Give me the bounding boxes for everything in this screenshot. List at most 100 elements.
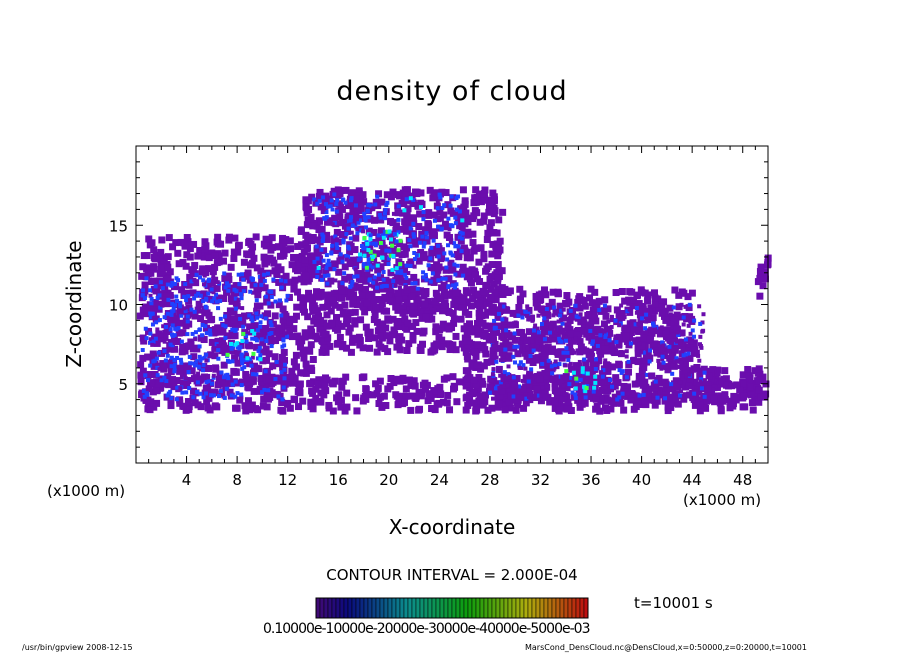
density-cell bbox=[307, 332, 315, 340]
density-cell bbox=[393, 273, 401, 281]
density-cell bbox=[530, 332, 535, 337]
density-cell bbox=[276, 394, 281, 399]
density-cell bbox=[480, 250, 488, 258]
density-cell bbox=[557, 378, 565, 386]
density-cell bbox=[263, 356, 271, 364]
density-cell bbox=[385, 229, 390, 234]
density-cell bbox=[611, 382, 619, 390]
density-cell bbox=[432, 218, 437, 223]
density-cell bbox=[761, 275, 769, 283]
density-cell bbox=[189, 279, 194, 284]
density-cell bbox=[525, 313, 530, 318]
colorbar-segment bbox=[407, 597, 413, 619]
density-cell bbox=[341, 275, 349, 283]
density-cell bbox=[356, 220, 361, 225]
density-cell bbox=[176, 367, 184, 375]
density-cell bbox=[254, 311, 259, 316]
density-cell bbox=[576, 338, 584, 346]
density-cell bbox=[244, 251, 252, 259]
density-cell bbox=[353, 205, 361, 213]
density-cell bbox=[347, 242, 355, 250]
density-cell bbox=[536, 330, 541, 335]
colorbar-segment bbox=[399, 597, 405, 619]
density-cell bbox=[488, 358, 496, 366]
density-cell bbox=[381, 293, 389, 301]
density-cell bbox=[325, 262, 330, 267]
density-cell bbox=[605, 325, 613, 333]
density-cell bbox=[556, 334, 561, 339]
density-cell bbox=[367, 273, 375, 281]
density-cell bbox=[591, 344, 599, 352]
density-cell bbox=[294, 288, 302, 296]
density-cell bbox=[325, 281, 330, 286]
density-cell bbox=[327, 307, 335, 315]
density-cell bbox=[366, 215, 371, 220]
density-cell bbox=[357, 316, 365, 324]
density-cell bbox=[188, 361, 193, 366]
density-cell bbox=[321, 258, 326, 263]
density-cell bbox=[306, 294, 314, 302]
density-cell bbox=[332, 192, 337, 197]
density-cell bbox=[512, 406, 520, 414]
density-cell bbox=[360, 198, 368, 206]
density-cell bbox=[338, 322, 346, 330]
density-cell bbox=[541, 372, 549, 380]
density-cell bbox=[759, 373, 767, 381]
density-cell bbox=[282, 331, 287, 336]
density-cell bbox=[192, 309, 197, 314]
density-cell bbox=[189, 387, 197, 395]
density-cell bbox=[654, 295, 662, 303]
density-cell bbox=[338, 343, 346, 351]
density-cell bbox=[214, 381, 222, 389]
density-cell bbox=[610, 351, 615, 356]
density-cell bbox=[359, 302, 367, 310]
density-cell bbox=[549, 364, 554, 369]
density-cell bbox=[721, 391, 729, 399]
density-cell bbox=[431, 346, 439, 354]
density-cell bbox=[185, 332, 190, 337]
density-cell bbox=[375, 194, 380, 199]
density-cell bbox=[299, 305, 307, 313]
density-cell bbox=[326, 258, 331, 263]
density-cell bbox=[323, 216, 328, 221]
density-cell bbox=[317, 398, 325, 406]
density-cell bbox=[402, 244, 410, 252]
density-cell bbox=[470, 199, 478, 207]
density-cell bbox=[173, 362, 178, 367]
density-cell bbox=[526, 314, 534, 322]
density-cell bbox=[222, 395, 227, 400]
density-cell bbox=[189, 266, 197, 274]
density-cell bbox=[597, 308, 602, 313]
density-cell bbox=[566, 303, 571, 308]
density-cell bbox=[250, 355, 255, 360]
density-cell bbox=[187, 354, 192, 359]
density-cell bbox=[515, 303, 523, 311]
density-cell bbox=[523, 366, 528, 371]
density-cell bbox=[634, 310, 639, 315]
density-cell bbox=[647, 373, 652, 378]
density-cell bbox=[328, 320, 336, 328]
density-cell bbox=[209, 268, 217, 276]
density-cell bbox=[327, 291, 335, 299]
density-cell bbox=[336, 190, 344, 198]
density-cell bbox=[165, 393, 170, 398]
density-cell bbox=[156, 253, 164, 261]
density-cell bbox=[207, 328, 212, 333]
density-cell bbox=[330, 235, 338, 243]
density-cell bbox=[454, 303, 462, 311]
density-cell bbox=[194, 401, 202, 409]
density-cell bbox=[244, 352, 249, 357]
density-cell bbox=[417, 240, 422, 245]
density-cell bbox=[533, 303, 541, 311]
density-cell bbox=[340, 281, 345, 286]
density-cell bbox=[428, 405, 436, 413]
density-cell bbox=[353, 267, 358, 272]
density-cell bbox=[371, 241, 376, 246]
density-cell bbox=[205, 364, 213, 372]
density-cell bbox=[523, 309, 528, 314]
density-cell bbox=[620, 391, 625, 396]
density-cell bbox=[564, 346, 569, 351]
density-cell bbox=[451, 283, 456, 288]
density-cell bbox=[226, 388, 234, 396]
density-cell bbox=[470, 399, 478, 407]
